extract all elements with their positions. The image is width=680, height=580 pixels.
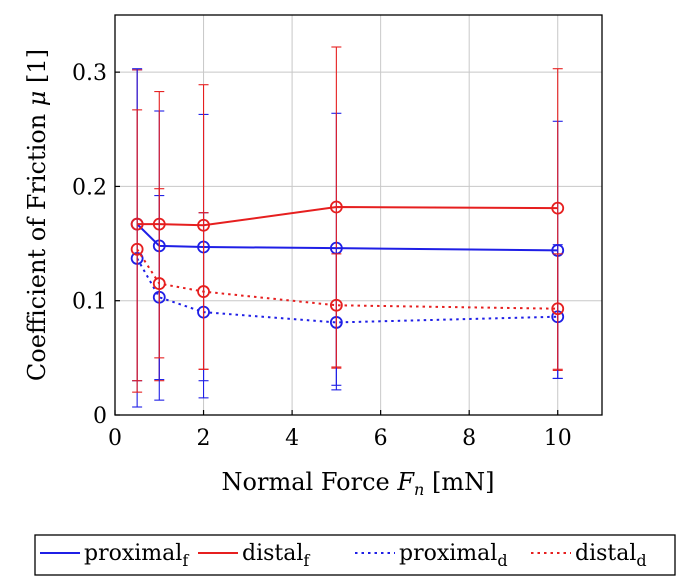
series-line <box>137 205 558 227</box>
data-point <box>152 277 166 290</box>
legend-label: proximalf <box>84 541 189 570</box>
x-axis-title: Normal Force Fn [mN] <box>222 468 495 501</box>
series-0 <box>130 69 565 386</box>
x-axis-unit: [mN] <box>432 468 494 496</box>
x-tick-label: 2 <box>197 426 211 451</box>
y-axis-unit: [1] <box>23 49 51 83</box>
y-tick-label: 0.2 <box>72 175 107 200</box>
series-2 <box>130 68 565 408</box>
data-point <box>551 302 565 316</box>
series-line <box>136 257 558 324</box>
series-3 <box>130 109 565 393</box>
x-tick-label: 0 <box>108 426 122 451</box>
series-layer <box>130 46 565 408</box>
x-tick-label: 10 <box>544 426 572 451</box>
y-tick-label: 0 <box>93 404 107 429</box>
legend-label: distalf <box>242 541 310 570</box>
data-point <box>551 201 565 215</box>
legend-label: proximald <box>399 541 508 570</box>
x-axis-symbol: F <box>396 468 415 496</box>
x-tick-label: 6 <box>374 426 388 451</box>
x-tick-label: 8 <box>462 426 476 451</box>
plot-frame <box>114 14 603 416</box>
series-1 <box>130 46 565 382</box>
y-axis-title: Coefficient of Friction μ [1] <box>23 49 51 381</box>
y-axis-symbol: μ <box>23 91 51 107</box>
data-point <box>197 285 210 298</box>
legend: proximalf distalf proximald distald <box>34 534 676 576</box>
series-line <box>136 223 558 252</box>
x-tick-label: 4 <box>285 426 299 451</box>
data-point <box>130 242 144 256</box>
y-axis-title-text: Coefficient of Friction <box>23 114 51 381</box>
x-axis-symbol-subscript: n <box>414 480 424 499</box>
legend-items: proximalf distalf proximald distald <box>40 541 647 570</box>
y-tick-label: 0.1 <box>72 290 107 315</box>
grid <box>114 15 602 416</box>
tick-labels: 0 2 4 6 8 10 0 0.1 0.2 0.3 <box>72 61 572 451</box>
data-point <box>329 298 343 312</box>
legend-label: distald <box>575 541 647 570</box>
series-line <box>136 248 558 310</box>
data-point <box>329 200 343 214</box>
legend-box <box>34 534 676 576</box>
x-axis-title-text: Normal Force <box>222 468 390 496</box>
y-tick-label: 0.3 <box>72 61 107 86</box>
